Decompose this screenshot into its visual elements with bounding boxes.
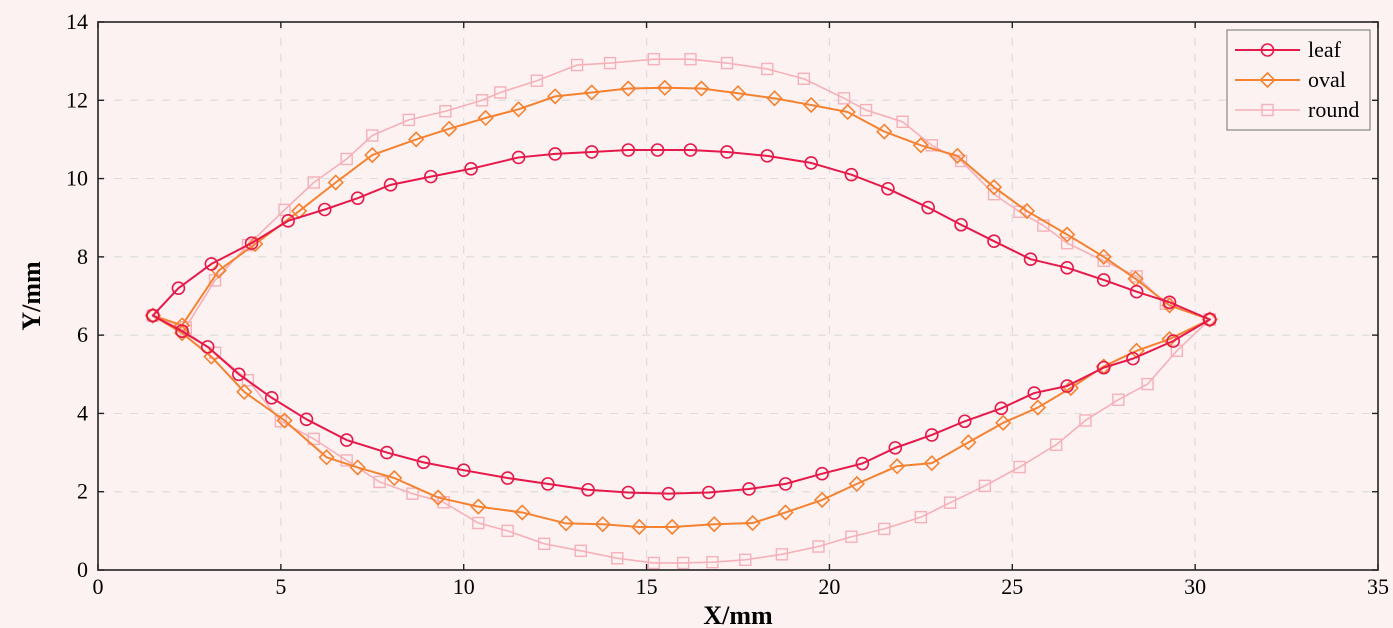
xtick-label: 35 [1367,574,1389,599]
ytick-label: 6 [77,322,88,347]
ytick-label: 0 [77,557,88,582]
ytick-label: 2 [77,479,88,504]
xtick-label: 25 [1001,574,1023,599]
ytick-label: 10 [66,166,88,191]
ytick-label: 14 [66,9,88,34]
xtick-label: 15 [636,574,658,599]
x-axis-label: X/mm [703,601,773,628]
ytick-label: 8 [77,244,88,269]
chart-container: 0 5 10 15 20 25 30 35 0 2 4 6 8 10 12 14 X/mm Y/mm leaf ova… [0,0,1393,628]
xtick-label: 5 [275,574,286,599]
y-axis-label: Y/mm [17,261,46,331]
ytick-label: 4 [77,400,88,425]
ytick-label: 12 [66,87,88,112]
xtick-label: 0 [93,574,104,599]
xtick-label: 10 [453,574,475,599]
xtick-label: 30 [1184,574,1206,599]
chart-svg: 0 5 10 15 20 25 30 35 0 2 4 6 8 10 12 14 X/mm Y/mm leaf ova… [0,0,1393,628]
xtick-label: 20 [818,574,840,599]
legend-label: leaf [1308,37,1342,62]
legend-label: round [1308,97,1359,122]
legend: leaf oval round [1227,30,1370,130]
background [0,0,1393,628]
legend-label: oval [1308,67,1346,92]
